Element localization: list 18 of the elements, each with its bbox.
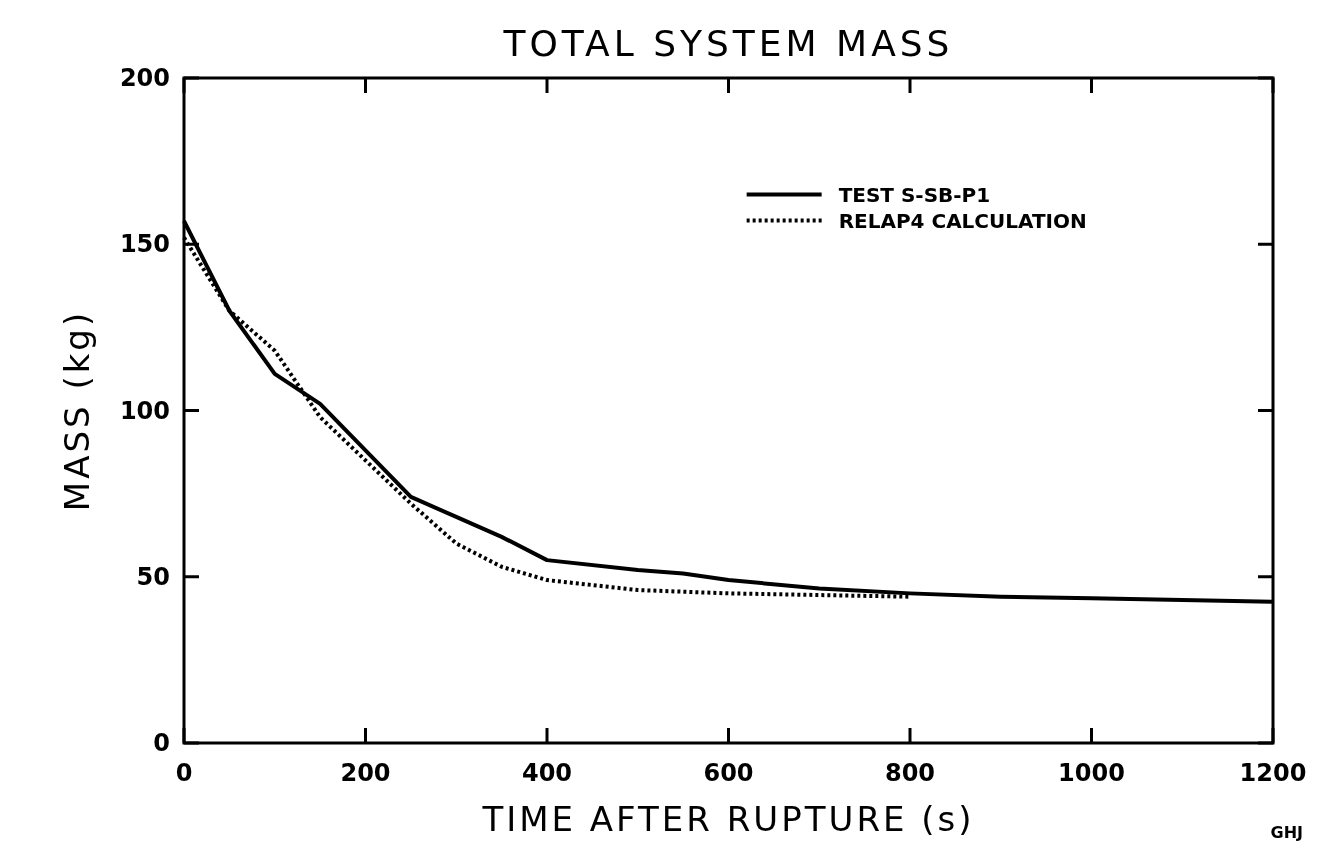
y-tick-label: 50 <box>136 562 170 591</box>
legend-label: RELAP4 CALCULATION <box>838 209 1087 234</box>
x-tick-label: 600 <box>703 759 754 787</box>
x-tick-label: 1000 <box>1058 759 1125 787</box>
x-tick-label: 200 <box>340 759 391 787</box>
x-tick-label: 800 <box>884 759 936 787</box>
x-tick-label: 1200 <box>1239 759 1307 787</box>
y-tick-label: 100 <box>119 396 170 425</box>
chart-title: TOTAL SYSTEM MASS <box>502 23 954 64</box>
y-axis-title: MASS (kg) <box>57 309 97 512</box>
x-tick-label: 0 <box>175 759 193 787</box>
y-tick-label: 0 <box>153 729 170 757</box>
legend-label: TEST S-SB-P1 <box>838 183 991 208</box>
x-tick-label: 400 <box>521 759 573 787</box>
x-axis-title: TIME AFTER RUPTURE (s) <box>481 799 975 839</box>
text: GHJ <box>1270 823 1303 842</box>
y-tick-label: 150 <box>119 230 170 259</box>
y-tick-label: 200 <box>119 64 170 92</box>
